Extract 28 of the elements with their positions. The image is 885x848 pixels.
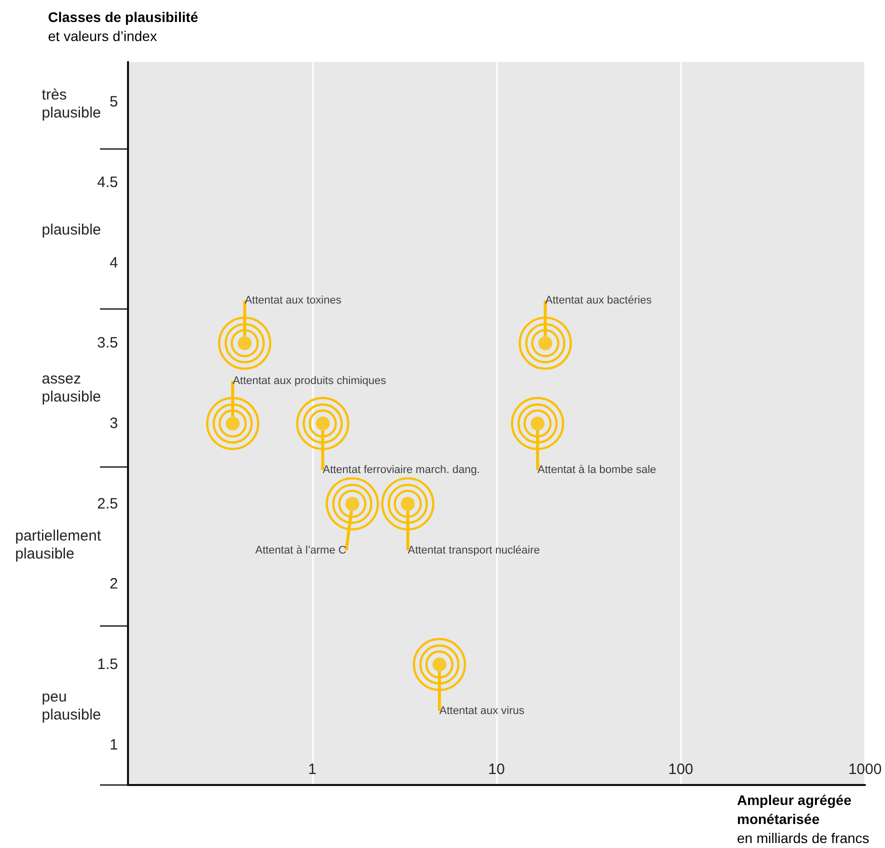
x-tick-label: 100	[668, 761, 694, 778]
text: Attentat aux produits chimiques	[232, 375, 387, 387]
y-tick-label: 5	[110, 94, 118, 111]
x-tick-label: 1000	[848, 761, 882, 778]
text: Attentat ferroviaire march. dang.	[322, 464, 480, 476]
text: partiellement plausible	[15, 528, 102, 562]
text: très plausible	[42, 86, 102, 122]
text: Attentat à la bombe sale	[538, 464, 656, 476]
x-tick-label: 1	[308, 761, 316, 778]
text: plausible	[42, 222, 102, 238]
y-tick-label: 2.5	[97, 495, 118, 512]
y-axis-title: Classes de plausibilité et valeurs d’index	[48, 9, 198, 44]
x-axis-title: Ampleur agrégée monétarisée en milliards de francs	[737, 792, 870, 846]
y-tick-label: 2	[110, 576, 118, 593]
text: Attentat à l’arme C	[255, 544, 346, 556]
y-tick-label: 1	[110, 736, 118, 754]
y-tick-label: 4	[110, 254, 118, 272]
series-label: Attentat aux toxines	[244, 294, 342, 307]
y-tick-label: 4.5	[97, 174, 118, 191]
y-tick-label: 1.5	[97, 656, 118, 673]
y-tick-label: 3	[110, 415, 118, 432]
text: Attentat transport nucléaire	[408, 544, 540, 556]
text: Attentat aux virus	[439, 705, 525, 717]
x-tick-label: 10	[488, 761, 505, 778]
text: assez plausible	[42, 370, 102, 406]
y-tick-label: 3.5	[97, 334, 118, 352]
text: Attentat aux bactéries	[545, 294, 652, 307]
text: peu plausible	[42, 688, 102, 724]
